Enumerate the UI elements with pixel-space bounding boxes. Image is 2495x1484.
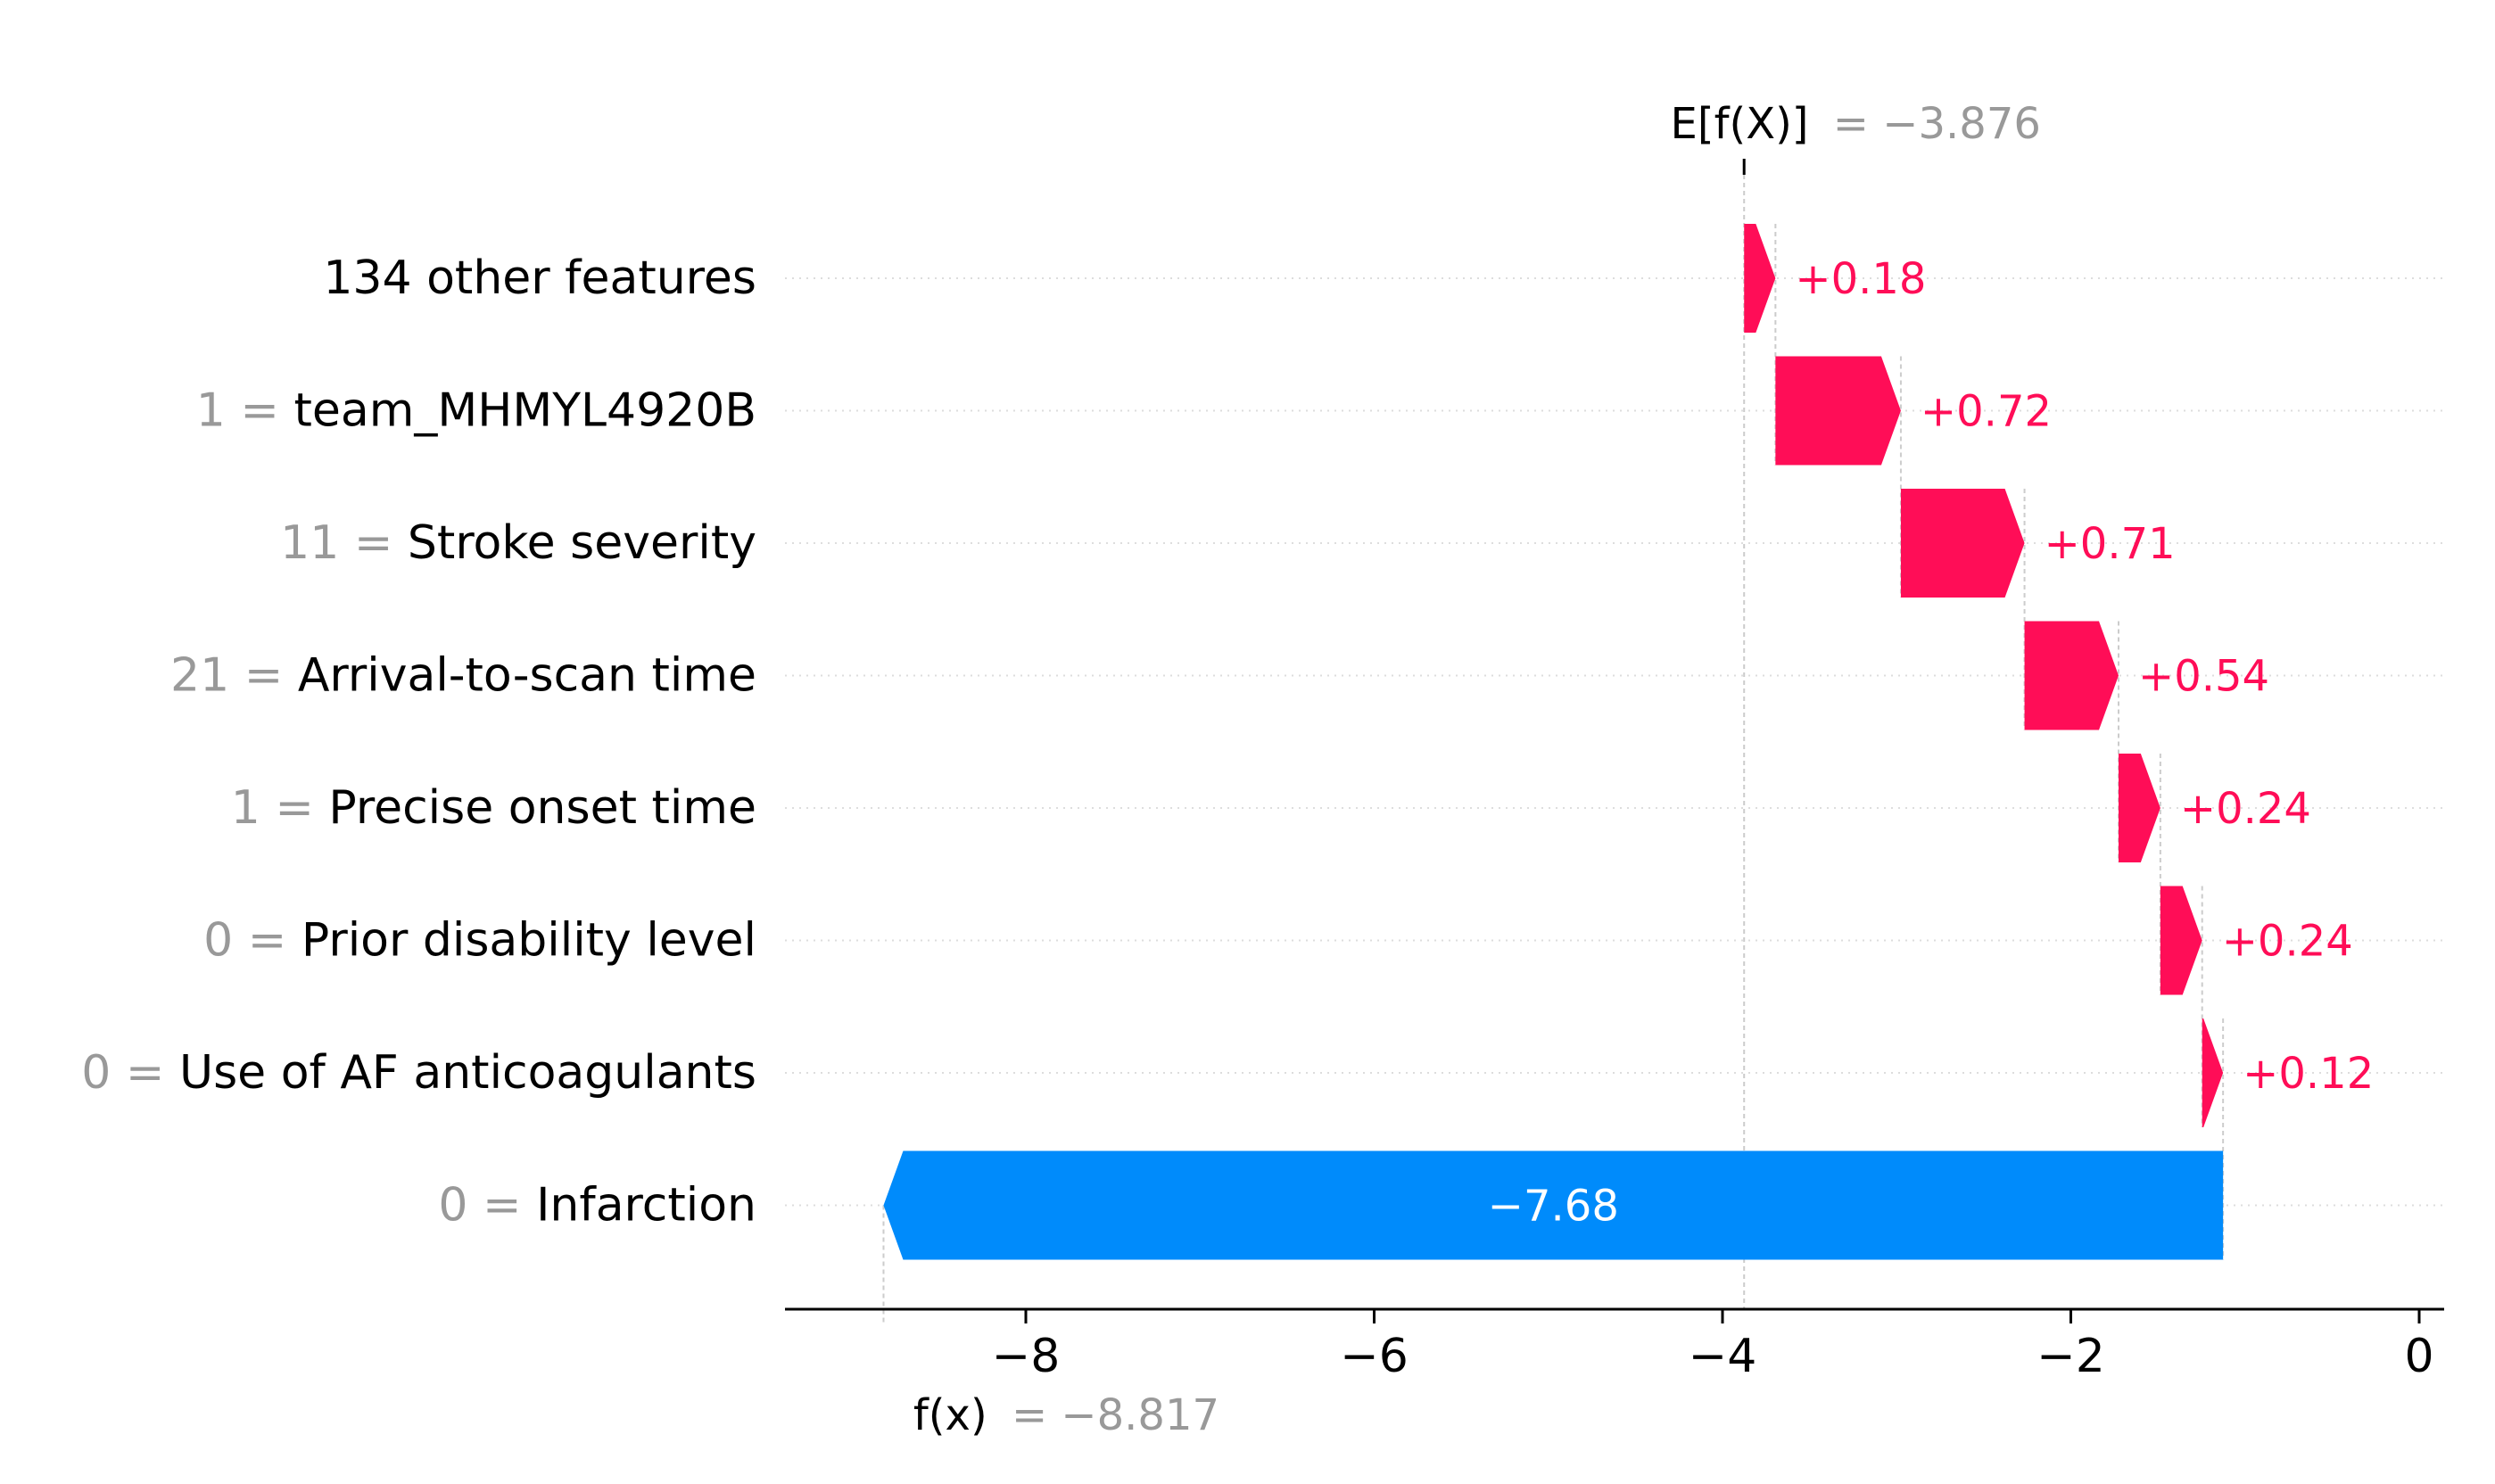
feature-label: 0 = Infarction (438, 1179, 756, 1233)
bars: +0.18 +0.72 +0.71 +0.54 +0.24 +0.24 +0.12 −7.68 (883, 224, 2374, 1260)
guide-lines (882, 159, 2225, 1323)
feature-label: 11 = Stroke severity (280, 516, 756, 570)
feature-value: 21 = (170, 649, 298, 703)
output-value-annotation: f(x) = −8.817 (913, 1390, 1219, 1440)
waterfall-bar (2160, 886, 2202, 995)
waterfall-bar (883, 1150, 2224, 1260)
feature-name: Precise onset time (328, 781, 756, 835)
base-value-label: E[f(X)] (1671, 99, 1809, 149)
output-value-number: = −8.817 (1012, 1390, 1219, 1440)
feature-value: 0 = (203, 914, 302, 968)
feature-name: Prior disability level (302, 914, 756, 968)
feature-labels: 134 other features 1 = team_MHMYL4920B 11 … (81, 251, 756, 1233)
feature-value: 11 = (280, 516, 408, 570)
waterfall-bar (1775, 356, 1901, 466)
bar-value-label: +0.71 (2045, 519, 2176, 569)
base-value-number: = −3.876 (1833, 99, 2041, 149)
bar-value-label: +0.18 (1795, 254, 1926, 304)
feature-label: 0 = Use of AF anticoagulants (81, 1046, 756, 1100)
x-axis: −8 −6 −4 −2 0 (785, 1307, 2444, 1383)
feature-name: Use of AF anticoagulants (179, 1046, 756, 1100)
feature-name: team_MHMYL4920B (294, 384, 756, 438)
feature-label: 134 other features (323, 251, 756, 305)
waterfall-bar (2202, 1018, 2224, 1127)
x-tick-label: −2 (2036, 1330, 2105, 1383)
bar-value-label: +0.24 (2180, 784, 2311, 834)
feature-label: 0 = Prior disability level (203, 914, 756, 968)
feature-name: 134 other features (323, 251, 756, 305)
feature-value: 1 = (196, 384, 294, 438)
feature-value: 0 = (438, 1179, 536, 1233)
bar-value-label: +0.24 (2222, 917, 2353, 967)
feature-name: Arrival-to-scan time (298, 649, 756, 703)
feature-name: Infarction (536, 1179, 756, 1233)
waterfall-bar (2118, 754, 2160, 862)
bar-value-label: +0.54 (2138, 652, 2269, 702)
feature-label: 1 = team_MHMYL4920B (196, 384, 756, 438)
output-value-label: f(x) (913, 1390, 987, 1440)
waterfall-bar (1744, 224, 1776, 333)
x-tick-label: −8 (992, 1330, 1061, 1383)
x-tick-label: 0 (2404, 1330, 2433, 1383)
waterfall-bar (2024, 621, 2119, 730)
feature-value: 0 = (81, 1046, 179, 1100)
feature-name: Stroke severity (408, 516, 756, 570)
waterfall-bar (1900, 489, 2025, 598)
feature-label: 1 = Precise onset time (231, 781, 756, 835)
feature-label: 21 = Arrival-to-scan time (170, 649, 756, 703)
feature-value: 1 = (231, 781, 329, 835)
bar-value-label: −7.68 (1488, 1182, 1619, 1232)
bar-value-label: +0.12 (2243, 1049, 2374, 1099)
x-tick-label: −4 (1689, 1330, 1757, 1383)
x-tick-label: −6 (1340, 1330, 1409, 1383)
row-gridlines (785, 277, 2444, 1207)
base-value-annotation: E[f(X)] = −3.876 (1671, 99, 2041, 149)
bar-value-label: +0.72 (1921, 387, 2052, 437)
